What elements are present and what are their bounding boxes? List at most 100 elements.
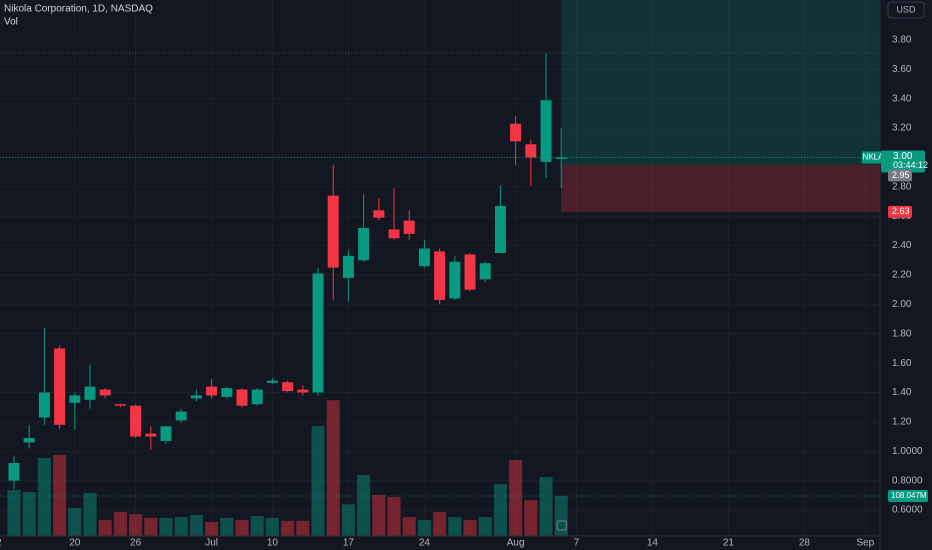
y-tick-label: 1.60	[892, 358, 912, 369]
volume-bar	[463, 520, 477, 536]
currency-box[interactable]	[887, 1, 925, 19]
candle-body	[69, 395, 81, 403]
earnings-icon	[556, 520, 567, 531]
candle-body	[358, 227, 370, 261]
y-tick-label: 3.60	[892, 64, 912, 75]
x-tick-label: 26	[130, 538, 142, 549]
candle-body	[54, 348, 66, 425]
candle-body	[449, 261, 461, 299]
volume-bar	[220, 517, 234, 536]
candle-body	[114, 404, 126, 406]
x-tick-label: Jul	[205, 538, 218, 549]
volume-bar	[7, 490, 21, 536]
entry-tag: 2.95	[892, 170, 910, 180]
volume-bar	[417, 520, 431, 536]
volume-bar	[189, 514, 203, 536]
chart-title: Nikola Corporation, 1D, NASDAQ	[4, 4, 153, 15]
volume-tag: 108.047M	[891, 491, 927, 500]
candle-body	[479, 263, 491, 280]
volume-bar	[98, 520, 112, 536]
candle-body	[23, 438, 35, 443]
plot-area	[0, 0, 880, 536]
y-tick-label: 3.80	[892, 35, 912, 46]
volume-bar	[159, 517, 173, 536]
volume-bar	[296, 520, 310, 536]
volume-bar	[493, 484, 507, 536]
candle-body	[206, 386, 218, 396]
candle-body	[510, 123, 522, 142]
volume-bar	[250, 516, 264, 536]
y-tick-label: 3.40	[892, 93, 912, 104]
volume-bar	[478, 517, 492, 536]
x-tick-label: 10	[267, 538, 279, 549]
volume-bar	[433, 511, 447, 536]
candle-body	[403, 220, 415, 234]
volume-bar	[311, 426, 325, 536]
candle-body	[373, 210, 385, 218]
volume-bar	[281, 520, 295, 536]
candle-body	[160, 426, 172, 441]
volume-bar	[83, 493, 97, 536]
candle-body	[434, 251, 446, 300]
candle-body	[236, 389, 248, 406]
volume-bar	[113, 511, 127, 536]
candle-body	[494, 205, 506, 253]
symbol-tag-bg	[862, 151, 884, 164]
candle-body	[525, 144, 537, 158]
y-tick-label: 1.40	[892, 387, 912, 398]
y-tick-label: 0.6000	[892, 505, 923, 516]
price-tag-bg	[881, 150, 925, 173]
candle-body	[297, 389, 309, 393]
candle-body	[99, 389, 111, 396]
currency[interactable]: USD	[896, 4, 916, 14]
stop-tag: 2.63	[892, 206, 910, 216]
volume-bar	[265, 517, 279, 536]
y-tick-label: 1.80	[892, 328, 912, 339]
candle-body	[418, 248, 430, 267]
candle-body	[388, 229, 400, 239]
entry-tag-bg	[888, 169, 912, 182]
x-tick-label: 28	[799, 538, 811, 549]
x-tick-label: Sep	[856, 538, 874, 549]
candle-body	[342, 255, 354, 278]
candle-body	[38, 392, 50, 418]
volume-bar	[53, 454, 67, 536]
candle-body	[84, 386, 96, 400]
x-tick-label: 20	[69, 538, 81, 549]
x-tick-label: 14	[647, 538, 659, 549]
volume-bar	[174, 517, 188, 536]
volume-bar	[37, 457, 51, 536]
volume-bar	[448, 517, 462, 536]
volume-bar	[205, 521, 219, 536]
volume-bar	[326, 400, 340, 536]
volume-tag-bg	[888, 490, 928, 503]
x-tick-label: 17	[343, 538, 355, 549]
y-tick-label: 1.0000	[892, 446, 923, 457]
candle-body	[190, 395, 202, 399]
candle-body	[312, 273, 324, 393]
candle-body	[8, 462, 20, 481]
candle-body	[540, 100, 552, 162]
volume-bar	[402, 517, 416, 536]
volume-bar	[554, 496, 568, 536]
volume-bar	[387, 497, 401, 536]
volume-bar	[372, 494, 386, 536]
price-tag: 3.00	[893, 151, 913, 162]
y-tick-label: 1.20	[892, 417, 912, 428]
x-tick-label: 7	[574, 538, 580, 549]
candle-body	[555, 157, 567, 159]
stop-tag-bg	[888, 205, 912, 218]
volume-bar	[22, 491, 36, 536]
volume-legend: Vol	[4, 17, 18, 28]
y-tick-label: 2.20	[892, 270, 912, 281]
x-tick-label: 2	[0, 538, 2, 549]
position-target-zone	[561, 0, 880, 165]
candle-body	[251, 389, 263, 405]
candle-body	[282, 382, 294, 392]
y-tick-label: 2.40	[892, 240, 912, 251]
x-tick-label: 21	[723, 538, 735, 549]
y-tick-label: 0.8000	[892, 475, 923, 486]
volume-bar	[357, 474, 371, 536]
